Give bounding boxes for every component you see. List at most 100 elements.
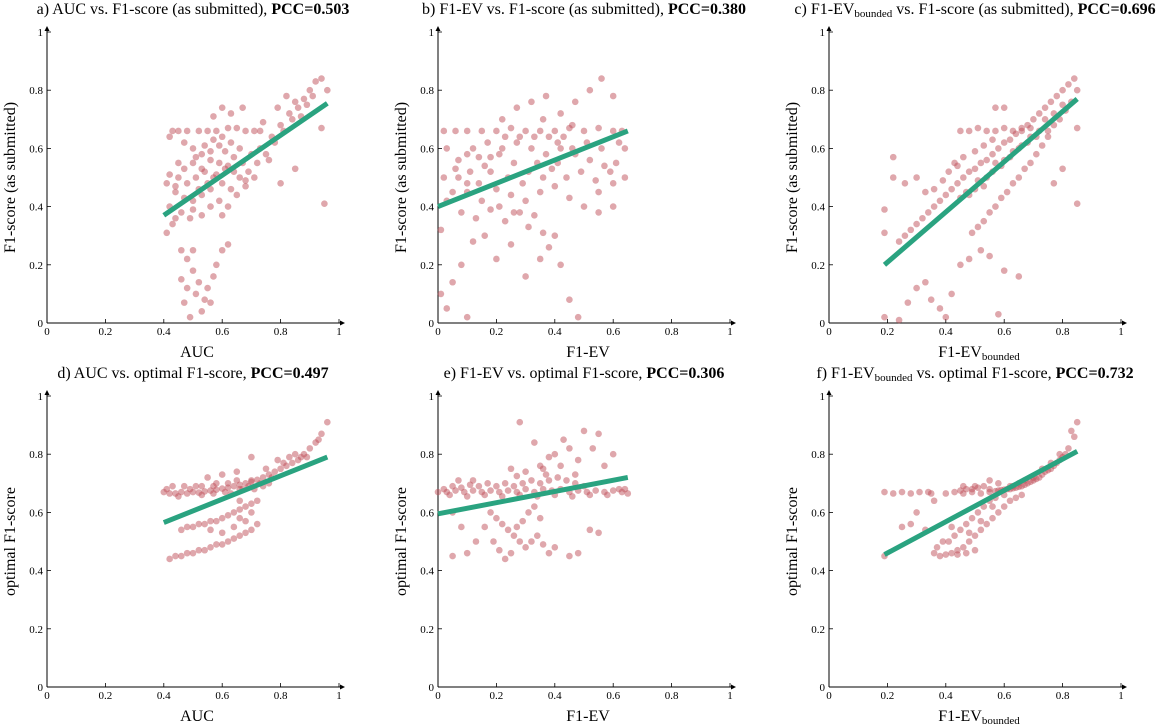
data-point	[507, 465, 515, 473]
panel-c: c) F1-EVbounded vs. F1-score (as submitt…	[784, 1, 1156, 363]
data-point	[481, 162, 489, 170]
data-point	[481, 523, 489, 531]
data-point	[609, 180, 617, 187]
y-tick-label: 0.2	[811, 624, 825, 636]
data-point	[437, 290, 445, 298]
x-tick-label: 0.8	[1056, 690, 1070, 702]
data-point	[321, 200, 328, 207]
data-point	[487, 153, 494, 161]
data-point	[172, 214, 179, 222]
data-point	[957, 526, 964, 534]
data-point	[1000, 104, 1008, 111]
data-point	[207, 299, 214, 306]
data-point	[251, 174, 258, 181]
data-point	[536, 514, 544, 522]
data-point	[586, 491, 594, 499]
y-tick-label: 0.2	[420, 624, 434, 636]
x-axis-arrow	[1122, 320, 1127, 326]
data-point	[930, 497, 938, 505]
data-point	[180, 482, 188, 490]
data-point	[919, 214, 926, 222]
y-axis-arrow	[435, 26, 441, 31]
y-tick-label: 0.6	[420, 507, 434, 519]
data-point	[595, 188, 602, 196]
x-tick-label: 0.6	[997, 326, 1011, 338]
data-point	[215, 142, 223, 149]
fit-line	[883, 449, 1079, 557]
data-point	[484, 139, 491, 146]
data-point	[592, 487, 599, 494]
data-point	[496, 203, 503, 210]
data-point	[294, 104, 302, 111]
data-point	[446, 491, 453, 499]
data-point	[901, 232, 909, 239]
data-point	[510, 209, 518, 216]
data-point	[458, 523, 465, 531]
data-point	[1073, 418, 1081, 426]
data-point	[536, 480, 544, 487]
data-point	[577, 168, 585, 175]
pcc-value: PCC=0.503	[271, 1, 349, 18]
data-point	[536, 188, 544, 196]
x-tick-label: 1	[1118, 690, 1124, 702]
data-point	[1006, 497, 1014, 505]
data-point	[595, 209, 602, 216]
panel-title: f) F1-EVbounded vs. optimal F1-score, PC…	[816, 365, 1133, 384]
data-point	[539, 229, 547, 237]
data-point	[498, 493, 506, 500]
data-point	[595, 529, 602, 537]
data-point	[612, 159, 620, 167]
data-point	[971, 165, 979, 173]
data-point	[443, 305, 451, 312]
data-point	[163, 180, 171, 187]
data-point	[1024, 121, 1031, 129]
data-point	[195, 278, 203, 286]
data-point	[980, 182, 988, 190]
data-point	[1000, 267, 1008, 274]
y-tick-label: 1	[820, 27, 826, 39]
data-point	[175, 127, 182, 135]
x-tick-label: 1	[727, 690, 733, 702]
data-point	[449, 278, 456, 286]
panel-title: a) AUC vs. F1-score (as submitted), PCC=…	[37, 1, 350, 18]
x-tick-label: 0	[435, 690, 441, 702]
data-point	[303, 453, 311, 461]
data-point	[180, 299, 188, 306]
data-point	[175, 159, 182, 167]
data-point	[463, 180, 471, 187]
data-point	[265, 156, 273, 164]
data-point	[189, 549, 197, 557]
y-tick-label: 0.2	[420, 260, 434, 272]
data-point	[960, 544, 967, 551]
data-point	[463, 150, 471, 158]
data-point	[542, 150, 550, 158]
data-point	[519, 180, 526, 187]
data-point	[472, 538, 480, 545]
data-point	[965, 255, 973, 263]
x-tick-label: 0.8	[274, 326, 288, 338]
data-point	[169, 482, 176, 490]
data-point	[469, 145, 477, 152]
data-point	[977, 526, 985, 534]
data-point	[469, 477, 477, 484]
y-tick-label: 0.6	[29, 507, 43, 519]
data-point	[1030, 116, 1037, 123]
data-point	[236, 174, 244, 181]
data-point	[463, 313, 471, 321]
data-point	[230, 523, 238, 531]
data-point	[954, 551, 961, 558]
data-point	[904, 299, 912, 306]
data-point	[496, 546, 503, 554]
data-point	[968, 229, 976, 237]
data-point	[536, 255, 544, 263]
y-tick-label: 1	[38, 27, 44, 39]
data-point	[930, 185, 938, 193]
data-point	[889, 174, 897, 181]
data-point	[312, 78, 319, 85]
data-point	[977, 159, 985, 167]
data-point	[930, 549, 938, 557]
data-point	[1059, 165, 1066, 173]
y-tick-label: 0	[820, 682, 826, 694]
data-point	[1000, 124, 1008, 132]
data-point	[198, 482, 206, 490]
